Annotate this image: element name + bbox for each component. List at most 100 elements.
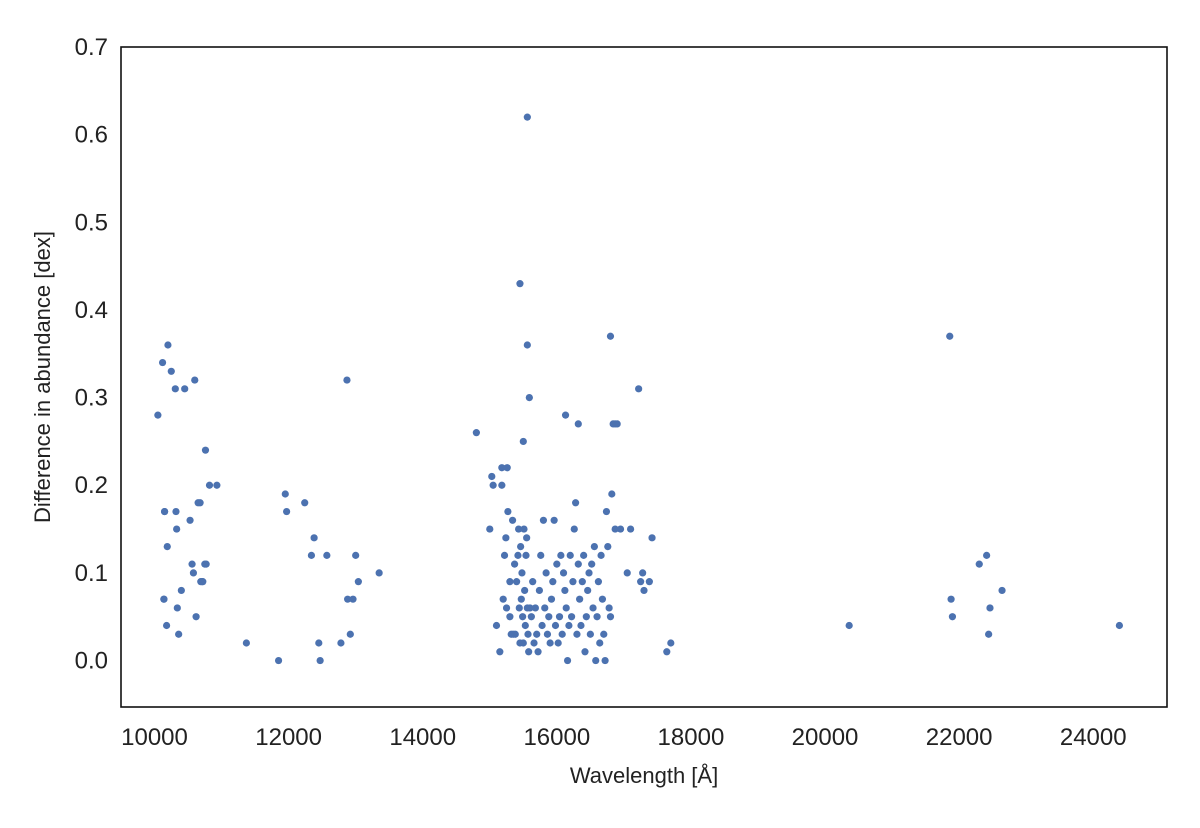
data-point: [186, 516, 194, 524]
data-point: [163, 543, 171, 551]
data-point: [343, 376, 351, 384]
data-point: [323, 551, 331, 559]
data-point: [611, 525, 619, 533]
data-point: [498, 481, 506, 489]
data-point: [546, 639, 554, 647]
data-point: [492, 621, 501, 630]
data-point: [175, 630, 183, 638]
y-tick-labels: 0.0 0.1 0.2 0.3 0.4 0.5 0.6 0.7: [75, 34, 108, 675]
data-point: [171, 385, 179, 393]
data-point: [499, 595, 507, 603]
y-tick-label: 0.3: [75, 385, 108, 412]
data-point: [506, 578, 514, 586]
y-tick-label: 0.7: [75, 34, 108, 61]
data-point: [566, 551, 574, 559]
x-tick-labels: 10000 12000 14000 16000 18000 20000 22000 24000: [121, 724, 1126, 751]
data-point: [648, 534, 656, 542]
data-point: [281, 490, 289, 498]
plot-frame: [120, 46, 1168, 708]
data-point: [188, 560, 196, 568]
data-points: [154, 113, 1123, 665]
data-point: [496, 648, 504, 656]
data-point: [181, 385, 189, 393]
data-point: [349, 595, 357, 603]
data-point: [1115, 621, 1123, 630]
data-point: [559, 569, 568, 577]
data-point: [588, 560, 596, 568]
data-point: [555, 613, 564, 621]
data-point: [561, 586, 569, 595]
data-point: [558, 630, 566, 638]
data-point: [616, 525, 625, 533]
data-point: [164, 341, 172, 349]
data-point: [580, 551, 588, 559]
data-point: [519, 437, 527, 446]
data-point: [596, 639, 604, 647]
data-point: [375, 569, 383, 577]
y-tick-label: 0.1: [75, 560, 108, 587]
data-point: [515, 604, 523, 612]
data-point: [550, 516, 558, 524]
data-point: [561, 411, 570, 419]
data-point: [983, 551, 991, 559]
data-point: [582, 613, 590, 621]
data-point: [524, 630, 532, 638]
data-point: [570, 525, 578, 533]
data-point: [600, 630, 608, 638]
data-point: [531, 604, 539, 612]
y-tick-label: 0.0: [75, 648, 108, 675]
data-point: [523, 113, 531, 121]
data-point: [315, 639, 323, 647]
data-point: [574, 560, 582, 568]
data-point: [538, 621, 546, 630]
data-point: [637, 578, 645, 586]
data-point: [545, 613, 553, 621]
data-point: [534, 648, 542, 656]
data-point: [521, 586, 529, 595]
data-point: [569, 578, 577, 586]
data-point: [307, 551, 316, 559]
data-point: [597, 551, 605, 559]
data-point: [160, 507, 169, 516]
data-point: [947, 595, 955, 603]
data-point: [525, 648, 533, 656]
data-point: [576, 595, 584, 603]
data-point: [521, 621, 529, 630]
data-point: [635, 385, 643, 393]
data-point: [604, 543, 612, 551]
data-point: [517, 595, 525, 603]
data-point: [173, 604, 181, 612]
data-point: [354, 578, 362, 586]
data-point: [611, 420, 619, 428]
data-point: [543, 630, 552, 638]
data-point: [667, 639, 675, 647]
data-point: [337, 639, 345, 647]
data-point: [985, 630, 993, 638]
data-point: [472, 429, 480, 437]
data-point: [553, 560, 561, 568]
data-point: [502, 604, 511, 612]
x-tick-label: 18000: [658, 724, 725, 751]
data-point: [606, 613, 615, 621]
data-point: [593, 613, 601, 621]
data-point: [623, 569, 631, 577]
data-point: [586, 630, 594, 638]
data-point: [518, 569, 526, 577]
data-point: [301, 499, 309, 507]
data-point: [554, 639, 562, 647]
data-point: [154, 411, 162, 419]
data-point: [602, 507, 611, 516]
data-point: [177, 586, 185, 595]
data-point: [626, 525, 635, 533]
data-point: [594, 578, 603, 586]
data-point: [523, 534, 531, 542]
data-point: [527, 613, 535, 621]
data-point: [162, 621, 171, 630]
data-point: [506, 613, 514, 621]
data-point: [640, 586, 648, 595]
data-point: [547, 595, 556, 603]
data-point: [519, 639, 527, 647]
data-point: [167, 367, 175, 375]
